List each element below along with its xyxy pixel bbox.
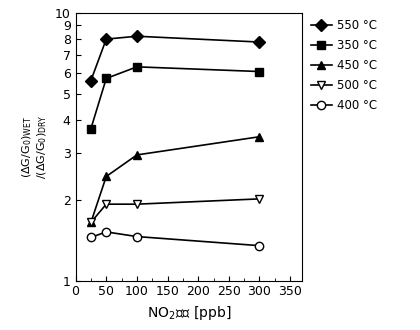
400 °C — [88, 235, 93, 239]
550 °C — [257, 40, 262, 44]
450 °C — [134, 153, 139, 157]
450 °C — [104, 175, 109, 179]
350 °C — [88, 127, 93, 131]
450 °C — [257, 135, 262, 139]
500 °C — [257, 197, 262, 201]
450 °C — [88, 220, 93, 224]
500 °C — [134, 202, 139, 206]
400 °C — [257, 244, 262, 248]
350 °C — [257, 70, 262, 74]
Y-axis label: ($\Delta$G/G$_0$)$_\mathrm{WET}$
/($\Delta$G/G$_0$)$_\mathrm{DRY}$: ($\Delta$G/G$_0$)$_\mathrm{WET}$ /($\Del… — [20, 115, 49, 179]
500 °C — [88, 220, 93, 224]
350 °C — [134, 65, 139, 69]
550 °C — [134, 34, 139, 38]
400 °C — [134, 235, 139, 239]
Line: 550 °C: 550 °C — [87, 32, 264, 85]
550 °C — [104, 37, 109, 41]
X-axis label: NO$_2$濃度 [ppb]: NO$_2$濃度 [ppb] — [147, 304, 231, 322]
Line: 400 °C: 400 °C — [87, 228, 264, 250]
500 °C — [104, 202, 109, 206]
550 °C — [88, 79, 93, 82]
400 °C — [104, 230, 109, 234]
Line: 350 °C: 350 °C — [87, 63, 264, 133]
Line: 500 °C: 500 °C — [87, 195, 264, 226]
350 °C — [104, 77, 109, 81]
Legend: 550 °C, 350 °C, 450 °C, 500 °C, 400 °C: 550 °C, 350 °C, 450 °C, 500 °C, 400 °C — [310, 19, 377, 113]
Line: 450 °C: 450 °C — [87, 133, 264, 226]
